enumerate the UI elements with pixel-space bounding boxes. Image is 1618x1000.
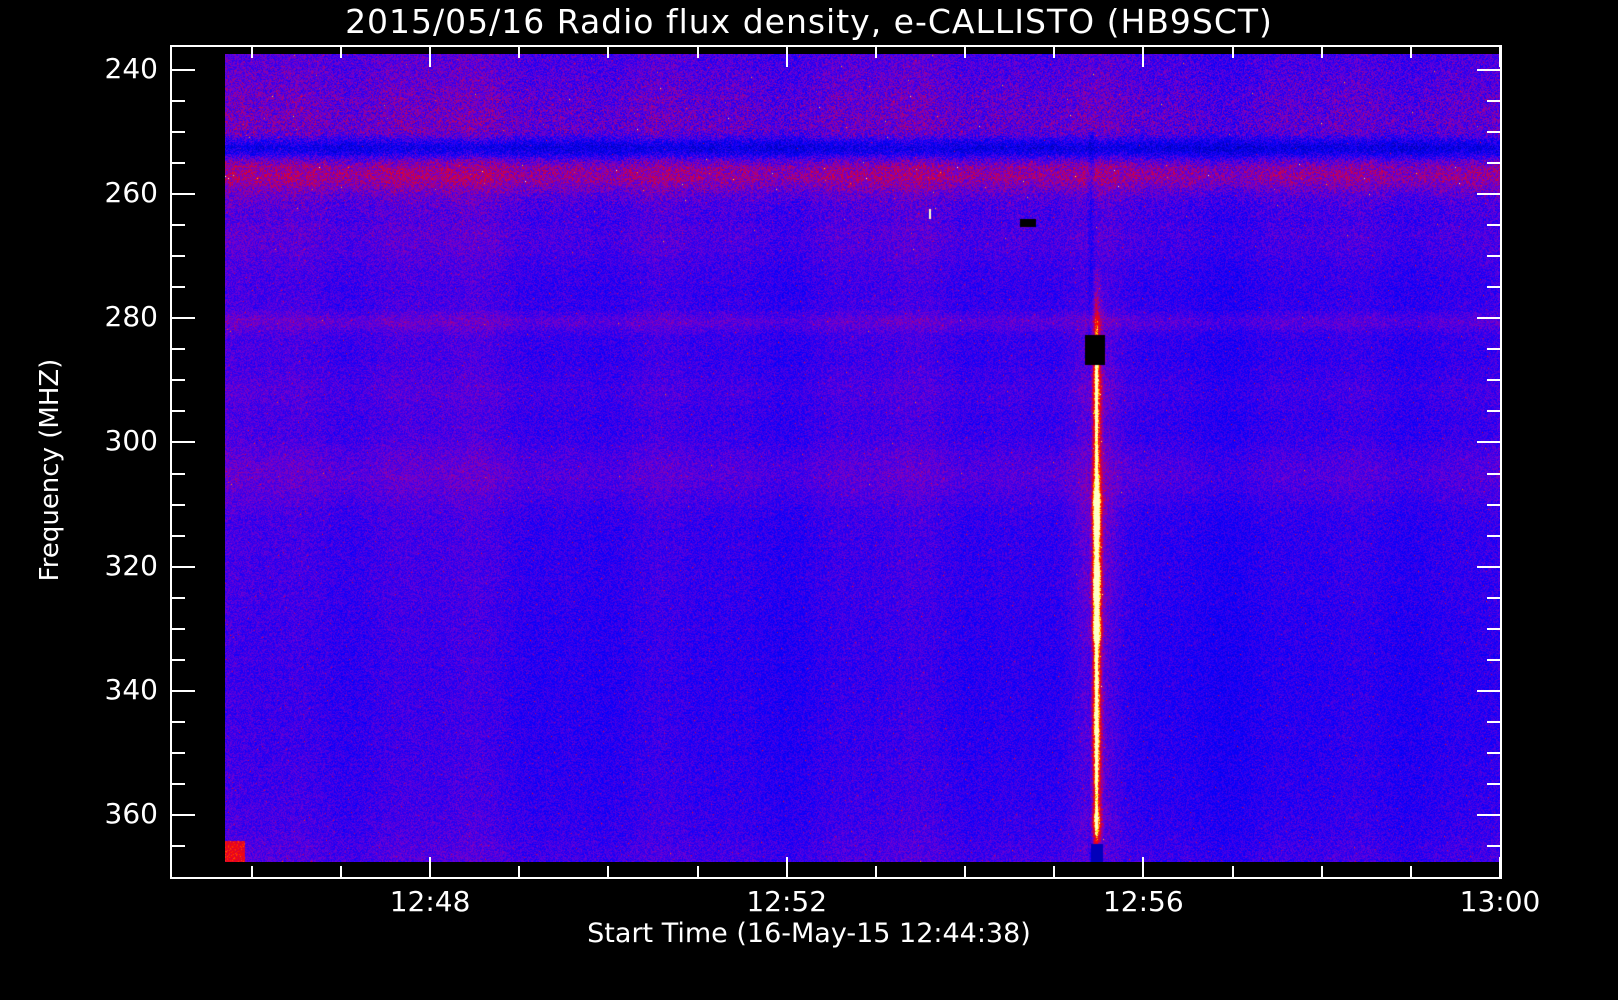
- y-axis-minor-tick: [171, 130, 185, 133]
- y-axis-right-minor-tick: [1487, 255, 1501, 257]
- x-axis-tick-label: 12:52: [746, 885, 828, 918]
- x-axis-minor-tick: [250, 866, 253, 879]
- y-axis-tick-label: 260: [104, 175, 158, 209]
- x-axis-major-tick: [429, 857, 432, 879]
- y-axis-minor-tick: [171, 348, 185, 351]
- y-axis-right-minor-tick: [1487, 845, 1501, 848]
- y-axis-major-tick: [171, 441, 195, 444]
- y-axis-right-major-tick: [1477, 814, 1501, 817]
- y-axis-right-minor-tick: [1487, 534, 1501, 537]
- y-axis-minor-tick: [171, 286, 185, 289]
- y-axis-minor-tick: [171, 410, 185, 413]
- y-axis-minor-tick: [171, 721, 185, 724]
- x-axis-top-minor-tick: [1320, 45, 1323, 58]
- x-axis-minor-tick: [339, 866, 342, 879]
- x-axis-top-minor-tick: [696, 45, 699, 58]
- y-axis-minor-tick: [171, 503, 185, 506]
- y-axis-right-minor-tick: [1487, 721, 1501, 724]
- x-axis-tick-label: 12:56: [1102, 885, 1184, 918]
- x-axis-major-tick: [1142, 857, 1145, 879]
- x-axis-top-major-tick: [1499, 45, 1501, 67]
- y-axis-minor-tick: [171, 255, 185, 257]
- y-axis-minor-tick: [171, 379, 185, 382]
- x-axis-top-major-tick: [429, 45, 432, 67]
- x-axis-top-minor-tick: [964, 45, 967, 58]
- y-axis-right-minor-tick: [1487, 410, 1501, 413]
- y-axis-major-tick: [171, 192, 195, 195]
- x-axis-major-tick: [785, 857, 788, 879]
- y-axis-right-minor-tick: [1487, 223, 1501, 226]
- page-title: 2015/05/16 Radio flux density, e-CALLIST…: [345, 2, 1273, 41]
- y-axis-tick-label: 280: [104, 300, 158, 334]
- y-axis-right-minor-tick: [1487, 783, 1501, 786]
- x-axis-top-minor-tick: [1231, 45, 1234, 58]
- x-axis-top-minor-tick: [874, 45, 877, 58]
- x-axis-minor-tick: [696, 866, 699, 879]
- y-axis-right-minor-tick: [1487, 286, 1501, 289]
- x-axis-major-tick: [1499, 857, 1501, 879]
- y-axis-major-tick: [171, 565, 195, 568]
- x-axis-minor-tick: [607, 866, 610, 879]
- x-axis-minor-tick: [518, 866, 521, 879]
- x-axis-minor-tick: [1409, 866, 1412, 879]
- y-axis-right-major-tick: [1477, 690, 1501, 693]
- y-axis-right-major-tick: [1477, 317, 1501, 320]
- y-axis-minor-tick: [171, 752, 185, 755]
- x-axis-tick-label: 13:00: [1459, 885, 1541, 918]
- y-axis-minor-tick: [171, 627, 185, 630]
- y-axis-minor-tick: [171, 161, 185, 164]
- y-axis-label: Frequency (MHZ): [35, 358, 65, 582]
- x-axis-tick-label: 12:48: [389, 885, 471, 918]
- y-axis-minor-tick: [171, 534, 185, 537]
- y-axis-right-minor-tick: [1487, 161, 1501, 164]
- y-axis-right-minor-tick: [1487, 472, 1501, 475]
- y-axis-right-major-tick: [1477, 565, 1501, 568]
- x-axis-minor-tick: [874, 866, 877, 879]
- y-axis-right-minor-tick: [1487, 752, 1501, 755]
- y-axis-right-minor-tick: [1487, 503, 1501, 506]
- y-axis-right-minor-tick: [1487, 130, 1501, 133]
- x-axis-top-minor-tick: [1409, 45, 1412, 58]
- y-axis-right-minor-tick: [1487, 659, 1501, 661]
- y-axis-right-major-tick: [1477, 68, 1501, 71]
- y-axis-major-tick: [171, 814, 195, 817]
- y-axis-minor-tick: [171, 659, 185, 661]
- x-axis-minor-tick: [1231, 866, 1234, 879]
- y-axis-right-minor-tick: [1487, 379, 1501, 382]
- y-axis-minor-tick: [171, 596, 185, 599]
- x-axis-label: Start Time (16-May-15 12:44:38): [587, 918, 1031, 949]
- y-axis-tick-label: 340: [104, 673, 158, 707]
- y-axis-right-major-tick: [1477, 192, 1501, 195]
- y-axis-major-tick: [171, 690, 195, 693]
- y-axis-minor-tick: [171, 99, 185, 102]
- y-axis-minor-tick: [171, 783, 185, 786]
- x-axis-top-minor-tick: [518, 45, 521, 58]
- x-axis-top-minor-tick: [1053, 45, 1056, 58]
- x-axis-minor-tick: [1053, 866, 1056, 879]
- y-axis-right-minor-tick: [1487, 627, 1501, 630]
- y-axis-major-tick: [171, 68, 195, 71]
- x-axis-top-minor-tick: [607, 45, 610, 58]
- y-axis-tick-label: 320: [104, 548, 158, 582]
- y-axis-right-minor-tick: [1487, 348, 1501, 351]
- y-axis-right-major-tick: [1477, 441, 1501, 444]
- x-axis-top-minor-tick: [250, 45, 253, 58]
- y-axis-tick-label: 360: [104, 797, 158, 831]
- y-axis-minor-tick: [171, 223, 185, 226]
- spectrogram-image: [225, 54, 1500, 862]
- x-axis-minor-tick: [1320, 866, 1323, 879]
- y-axis-right-minor-tick: [1487, 99, 1501, 102]
- y-axis-minor-tick: [171, 845, 185, 848]
- y-axis-tick-label: 300: [104, 424, 158, 458]
- y-axis-minor-tick: [171, 472, 185, 475]
- x-axis-top-major-tick: [1142, 45, 1145, 67]
- x-axis-top-minor-tick: [339, 45, 342, 58]
- y-axis-major-tick: [171, 317, 195, 320]
- y-axis-right-minor-tick: [1487, 596, 1501, 599]
- y-axis-tick-label: 240: [104, 51, 158, 85]
- plot-frame: [170, 45, 1502, 879]
- x-axis-minor-tick: [964, 866, 967, 879]
- x-axis-top-major-tick: [785, 45, 788, 67]
